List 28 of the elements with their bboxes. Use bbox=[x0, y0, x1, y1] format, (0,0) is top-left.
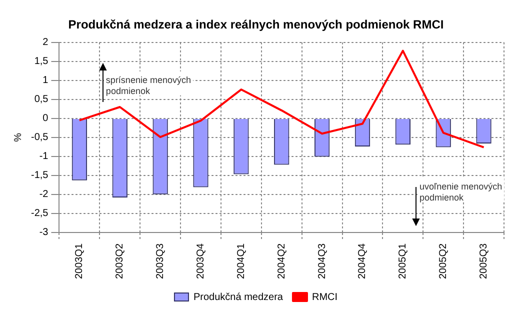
annotation: uvoľnenie menových podmienok bbox=[419, 181, 502, 202]
y-tick-label: -2 bbox=[39, 189, 49, 200]
y-tick-label: 1 bbox=[42, 75, 49, 86]
y-tick-label: -0,5 bbox=[30, 132, 49, 144]
x-tick-label: 2003Q4 bbox=[196, 242, 206, 280]
y-axis-title: % bbox=[12, 132, 24, 142]
legend-label: Produkčná medzera bbox=[193, 292, 284, 303]
x-tick-label: 2003Q3 bbox=[155, 242, 166, 280]
y-tick-label: -3 bbox=[39, 227, 49, 238]
x-tick-label: 2003Q1 bbox=[74, 242, 86, 280]
y-tick-label: 0,5 bbox=[34, 94, 49, 106]
annotation: sprísnenie menových podmienok bbox=[106, 74, 191, 96]
x-tick-label: 2005Q1 bbox=[398, 242, 409, 280]
y-tick-label: -1 bbox=[39, 151, 49, 162]
y-tick-label: -1,5 bbox=[30, 170, 49, 182]
x-tick-label: 2005Q2 bbox=[438, 242, 450, 280]
legend-label: RMCI bbox=[312, 292, 338, 303]
y-tick-label: 0 bbox=[42, 113, 49, 124]
x-tick-label: 2004Q2 bbox=[276, 242, 288, 280]
x-tick-label: 2004Q4 bbox=[357, 242, 368, 280]
y-tick-label: -2,5 bbox=[30, 208, 49, 220]
x-tick-label: 2003Q2 bbox=[114, 242, 126, 280]
y-tick-label: 2 bbox=[42, 37, 49, 48]
chart-title: Produkčná medzera a index reálnych menových podmienok RMCI bbox=[68, 18, 444, 32]
x-tick-label: 2004Q1 bbox=[236, 242, 247, 280]
x-tick-label: 2004Q3 bbox=[316, 242, 328, 280]
x-tick-label: 2005Q3 bbox=[478, 242, 490, 280]
y-tick-label: 1,5 bbox=[34, 56, 49, 68]
